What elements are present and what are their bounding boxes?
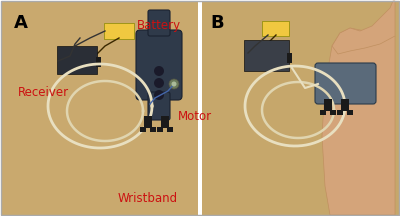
FancyBboxPatch shape	[315, 63, 376, 104]
Circle shape	[154, 78, 164, 88]
Polygon shape	[332, 1, 395, 54]
Text: Receiver: Receiver	[18, 86, 69, 100]
Bar	[1, 1, 198, 215]
Text: Motor: Motor	[178, 110, 212, 122]
FancyBboxPatch shape	[244, 40, 288, 70]
FancyBboxPatch shape	[148, 10, 170, 36]
Bar	[140, 127, 146, 132]
Bar	[324, 99, 332, 111]
Circle shape	[154, 90, 164, 100]
FancyBboxPatch shape	[262, 21, 289, 36]
FancyBboxPatch shape	[136, 30, 182, 100]
Text: Battery: Battery	[137, 19, 181, 32]
Bar	[341, 99, 349, 111]
Bar	[287, 53, 292, 63]
Circle shape	[172, 81, 176, 86]
Bar	[96, 57, 101, 67]
Bar	[167, 127, 173, 132]
Bar	[144, 116, 152, 128]
Bar	[150, 127, 156, 132]
Text: B: B	[210, 14, 224, 32]
Text: A: A	[14, 14, 28, 32]
FancyBboxPatch shape	[104, 23, 134, 39]
Text: Wristband: Wristband	[118, 192, 178, 205]
FancyBboxPatch shape	[148, 92, 170, 120]
Bar	[198, 1, 202, 215]
Circle shape	[154, 66, 164, 76]
Bar	[347, 110, 353, 115]
Polygon shape	[322, 26, 395, 215]
Bar	[161, 116, 169, 128]
Circle shape	[169, 79, 179, 89]
Bar	[157, 127, 163, 132]
Bar	[202, 1, 399, 215]
Bar	[330, 110, 336, 115]
Bar	[320, 110, 326, 115]
FancyBboxPatch shape	[57, 46, 97, 74]
Bar	[337, 110, 343, 115]
